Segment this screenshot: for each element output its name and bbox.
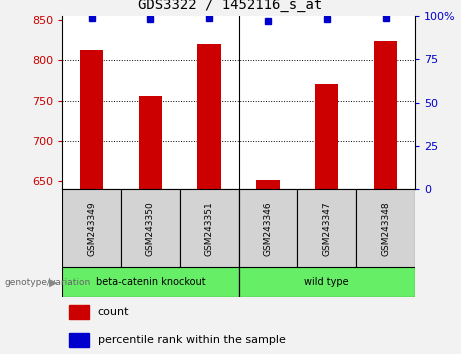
Bar: [121, 189, 180, 267]
Bar: [374, 41, 397, 189]
Bar: [62, 267, 239, 297]
Text: GSM243346: GSM243346: [263, 201, 272, 256]
Text: GSM243350: GSM243350: [146, 201, 155, 256]
Bar: [62, 189, 121, 267]
Bar: [80, 50, 103, 189]
Bar: [180, 189, 239, 267]
Text: GSM243351: GSM243351: [205, 201, 214, 256]
Bar: [239, 267, 415, 297]
Text: percentile rank within the sample: percentile rank within the sample: [98, 335, 285, 345]
Text: beta-catenin knockout: beta-catenin knockout: [95, 277, 205, 287]
Bar: [239, 189, 297, 267]
Text: GDS3322 / 1452116_s_at: GDS3322 / 1452116_s_at: [138, 0, 323, 12]
Text: GSM243349: GSM243349: [87, 201, 96, 256]
Text: wild type: wild type: [304, 277, 349, 287]
Bar: [139, 96, 162, 189]
Bar: [256, 180, 280, 189]
Bar: [315, 84, 338, 189]
Text: GSM243347: GSM243347: [322, 201, 331, 256]
Bar: [69, 305, 89, 319]
Text: GSM243348: GSM243348: [381, 201, 390, 256]
Bar: [69, 333, 89, 347]
Bar: [297, 189, 356, 267]
Bar: [356, 189, 415, 267]
Text: count: count: [98, 307, 129, 316]
Text: ▶: ▶: [49, 277, 58, 287]
Bar: [197, 44, 221, 189]
Text: genotype/variation: genotype/variation: [5, 278, 91, 287]
